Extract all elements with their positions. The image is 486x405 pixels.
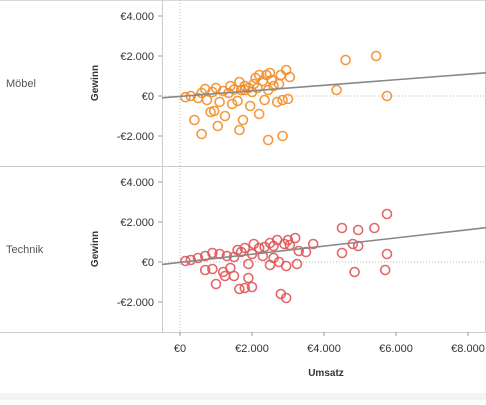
data-point <box>239 282 251 294</box>
data-point <box>275 69 287 81</box>
data-point <box>246 281 258 293</box>
y-tick-label: €2.000 <box>120 51 154 63</box>
data-point <box>232 95 243 107</box>
data-point <box>228 84 240 95</box>
data-point <box>234 76 245 88</box>
data-point <box>239 242 251 254</box>
x-tick-label: €2.000 <box>235 343 269 355</box>
data-point <box>192 252 204 264</box>
y-tick-label: €2.000 <box>120 217 154 229</box>
y-tick-label: €4.000 <box>120 177 154 189</box>
data-point <box>243 272 254 284</box>
data-point <box>237 114 249 126</box>
data-point <box>226 98 238 110</box>
y-tick-label: -€2.000 <box>117 131 154 143</box>
data-point <box>379 264 391 276</box>
data-point <box>196 128 207 140</box>
data-point <box>381 208 393 220</box>
data-point <box>205 106 216 118</box>
data-point <box>210 278 222 290</box>
data-point <box>257 250 269 262</box>
data-point <box>277 94 288 106</box>
data-point <box>199 83 211 95</box>
data-point <box>293 245 305 257</box>
y-axis-title: Gewinn <box>90 231 101 267</box>
data-point <box>253 108 265 120</box>
data-point <box>250 72 261 84</box>
data-point <box>234 283 245 295</box>
data-point <box>347 238 359 250</box>
panel-label: Technik <box>6 244 44 256</box>
data-point <box>381 90 393 102</box>
data-point <box>180 91 191 103</box>
y-tick-label: €0 <box>142 91 154 103</box>
data-point <box>352 224 364 236</box>
data-point <box>217 266 229 278</box>
y-axis-title: Gewinn <box>90 65 101 101</box>
data-point <box>277 130 288 142</box>
x-tick-label: €0 <box>174 343 186 355</box>
data-point <box>199 250 211 262</box>
data-point <box>234 124 245 136</box>
x-tick-label: €4.000 <box>307 343 341 355</box>
data-point <box>291 258 303 270</box>
data-point <box>239 84 251 96</box>
data-point <box>282 93 294 105</box>
y-tick-label: €4.000 <box>120 11 154 23</box>
data-point <box>271 96 283 108</box>
data-point <box>336 247 348 259</box>
y-tick-label: €0 <box>142 257 154 269</box>
data-point <box>262 134 274 146</box>
x-axis-title: Umsatz <box>308 368 344 379</box>
data-point <box>210 82 222 94</box>
data-point <box>212 120 224 132</box>
data-point <box>280 292 292 304</box>
data-point <box>289 232 301 244</box>
data-point <box>225 80 236 92</box>
data-point <box>214 96 225 108</box>
data-point <box>307 238 319 250</box>
data-point <box>199 264 211 276</box>
data-point <box>331 84 342 96</box>
data-point <box>207 263 218 275</box>
trend-line <box>161 71 486 99</box>
data-point <box>244 100 256 112</box>
data-point <box>248 78 260 90</box>
y-tick-label: -€2.000 <box>117 297 154 309</box>
data-point <box>349 266 360 278</box>
data-point <box>340 54 351 66</box>
data-point <box>336 222 348 234</box>
x-tick-label: €8.000 <box>451 343 485 355</box>
data-point <box>243 258 254 270</box>
data-point <box>381 248 393 260</box>
data-point <box>370 50 382 62</box>
data-point <box>219 110 231 122</box>
x-tick-label: €6.000 <box>379 343 413 355</box>
data-point <box>369 222 380 234</box>
footer-strip <box>0 393 486 400</box>
data-point <box>232 244 243 256</box>
trend-line <box>161 226 486 266</box>
data-point <box>189 114 200 126</box>
panel-label: Möbel <box>6 78 36 90</box>
data-point <box>259 94 270 106</box>
data-point <box>248 238 260 250</box>
data-point <box>268 252 279 264</box>
